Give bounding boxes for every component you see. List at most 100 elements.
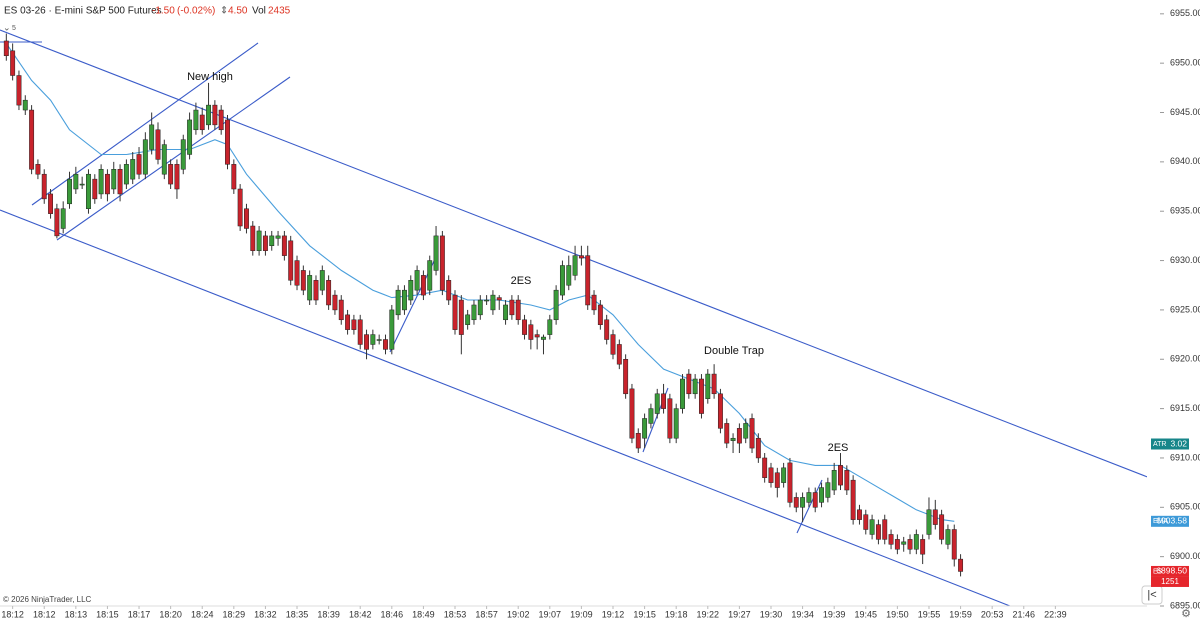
candle-body [168,164,174,185]
candle-body [819,487,824,503]
candle-body [414,270,420,291]
candle-body [509,299,515,316]
candle-body [60,208,66,229]
annotation: 2ES [511,275,532,287]
candle-body [850,479,856,520]
candle-body [104,173,110,195]
channel-bottom [0,209,1011,606]
atr-tag [1151,438,1189,450]
candle-body [724,423,730,444]
x-tick-label: 20:53 [981,609,1004,619]
x-tick-label: 19:34 [791,609,814,619]
candle-body [281,235,287,256]
candle-body [123,164,129,185]
candle-body [857,509,862,520]
candle-body [547,319,553,335]
x-tick-label: 19:09 [570,609,593,619]
candle-body [420,275,426,296]
candle-body [250,225,256,251]
candle-body [439,235,445,291]
candle-body [136,154,142,175]
x-tick-label: 19:55 [918,609,941,619]
candle-body [875,524,881,540]
candle-body [16,75,22,106]
x-tick-label: 18:29 [223,609,246,619]
candle-body [768,467,774,483]
candle-body [408,280,414,301]
candle-body [635,433,641,449]
x-tick-label: 19:15 [633,609,656,619]
candle-body [913,534,919,550]
x-tick-label: 19:50 [886,609,909,619]
x-tick-label: 22:39 [1044,609,1067,619]
scroll-end-icon[interactable]: |< [1147,589,1156,601]
candle-body [705,373,711,399]
x-tick-label: 18:17 [128,609,151,619]
candle-body [755,437,761,459]
candle-body [29,109,35,170]
candle-body [326,280,332,306]
x-tick-label: 19:12 [602,609,625,619]
candle-body [648,408,654,424]
plot-area [0,29,1147,606]
candle-body [654,393,660,414]
candle-body [446,280,452,301]
candle-body [559,265,565,296]
last-tag [1151,565,1189,577]
candle-body [958,558,964,572]
y-tick-label: 6940.00 [1170,156,1200,166]
candle-body [262,235,268,251]
x-tick-label: 18:42 [349,609,372,619]
candle-body [585,255,591,306]
candle-body [610,334,616,355]
candle-body [256,230,262,251]
candle-body [402,289,407,311]
candle-body [307,275,313,301]
candle-body [427,260,433,291]
candle-body [730,437,736,441]
candle-body [288,240,294,281]
x-tick-label: 18:49 [412,609,435,619]
candle-body [541,336,546,340]
candle-body [591,294,597,311]
candle-body [844,470,850,491]
candle-body [673,408,679,439]
candle-body [692,378,698,395]
candle-body [528,324,534,340]
timer: 1251 [1161,577,1179,586]
candle-body [686,373,692,395]
x-tick-label: 19:59 [949,609,972,619]
candle-body [269,235,275,247]
candle-body [869,519,875,535]
volume: 2435 [268,6,291,17]
symbol: ES 03-26 · E-mini S&P 500 Futures [4,6,162,17]
candle-body [48,193,54,214]
annotation: New high [187,71,233,83]
x-tick-label: 19:27 [728,609,751,619]
candle-body [642,418,648,439]
candle-body [98,169,104,195]
candle-body [831,470,837,491]
candle-body [939,514,945,540]
x-tick-label: 18:12 [1,609,24,619]
settings-icon[interactable]: ⚙ [1181,608,1191,620]
y-tick-label: 6910.00 [1170,452,1200,462]
candle-body [553,289,559,321]
y-tick-label: 6930.00 [1170,255,1200,265]
x-tick-label: 19:07 [539,609,562,619]
candle-body [825,482,831,498]
candle-body [41,173,47,200]
y-tick-label: 6935.00 [1170,206,1200,216]
y-tick-label: 6955.00 [1170,8,1200,18]
candle-body [351,319,357,330]
annotation: Double Trap [704,345,764,357]
candle-body [490,294,496,311]
candle-body [338,299,344,321]
x-tick-label: 18:12 [33,609,56,619]
candle-body [237,188,243,227]
candle-body [117,169,123,195]
copyright: © 2026 NinjaTrader, LLC [3,595,92,604]
collapse-icon[interactable]: ⌄ [3,22,11,32]
x-tick-label: 18:20 [159,609,182,619]
candle-body [566,265,572,286]
